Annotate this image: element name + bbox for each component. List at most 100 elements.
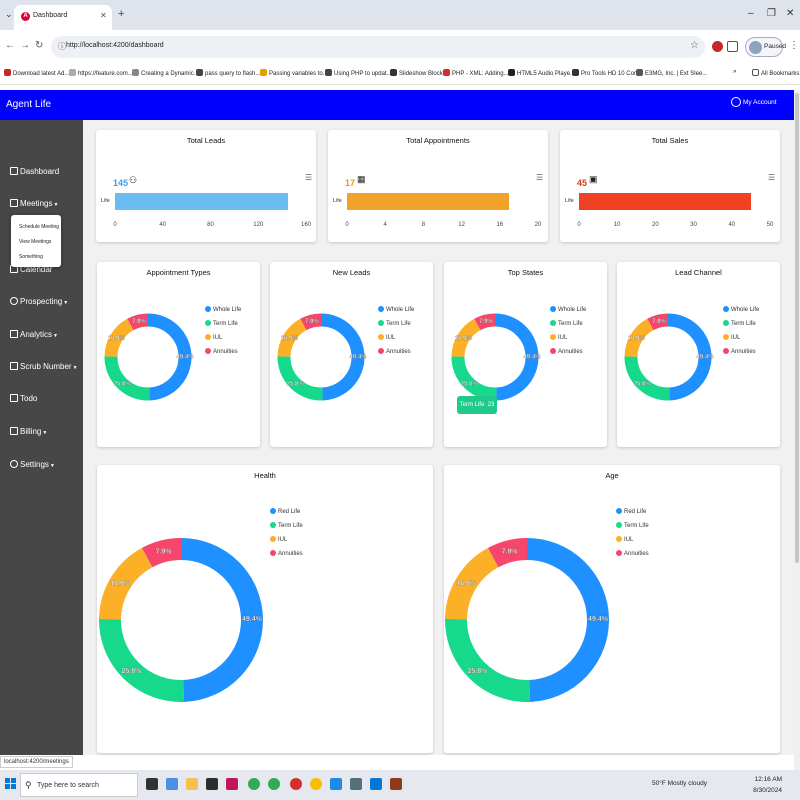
bookmark-item[interactable]: Download latest Ad...: [4, 69, 69, 77]
reload-icon[interactable]: ↻: [35, 40, 44, 51]
extensions-puzzle-icon[interactable]: [727, 41, 738, 52]
legend-item[interactable]: Red Life: [616, 508, 646, 515]
my-account-button[interactable]: My Account: [731, 97, 777, 107]
kpi-bar[interactable]: [115, 193, 289, 210]
sidebar-item-analytics[interactable]: Analytics▼: [10, 330, 58, 339]
bookmark-item[interactable]: HTML5 Audio Playe...: [508, 69, 575, 77]
sidebar-item-prospecting[interactable]: Prospecting▼: [10, 297, 68, 306]
sidebar-item-todo[interactable]: Todo: [10, 394, 37, 403]
bookmark-item[interactable]: Passing variables to...: [260, 69, 328, 77]
legend-item[interactable]: Term Life: [550, 320, 583, 327]
legend-item[interactable]: Term Life: [378, 320, 411, 327]
bookmark-item[interactable]: E3MG, Inc. | Ext Slee...: [636, 69, 707, 77]
vscode-icon[interactable]: [370, 778, 382, 790]
chart-menu-icon[interactable]: ☰: [305, 173, 313, 182]
donut-slice[interactable]: [445, 618, 531, 702]
legend-item[interactable]: Annuities: [270, 550, 303, 557]
forward-icon[interactable]: →: [20, 40, 30, 51]
opera-icon[interactable]: [290, 778, 302, 790]
bookmark-item[interactable]: Pro Tools HD 10 Cor...: [572, 69, 641, 77]
legend-item[interactable]: IUL: [723, 334, 740, 341]
bookmark-item[interactable]: Creating a Dynamic...: [132, 69, 199, 77]
donut-slice[interactable]: [147, 313, 192, 401]
clock[interactable]: 12:16 AM 8/30/2024: [752, 774, 782, 796]
donut-slice[interactable]: [451, 318, 481, 358]
app-icon[interactable]: [350, 778, 362, 790]
donut-slice[interactable]: [141, 538, 182, 568]
bookmark-item[interactable]: https://feature.com...: [69, 69, 133, 77]
donut-slice[interactable]: [487, 538, 528, 568]
donut-slice[interactable]: [99, 618, 185, 702]
legend-item[interactable]: IUL: [205, 334, 222, 341]
app-icon[interactable]: [226, 778, 238, 790]
weather-widget[interactable]: 50°F Mostly cloudy: [652, 780, 707, 787]
new-tab-icon[interactable]: +: [118, 8, 125, 20]
sidebar-item-meetings[interactable]: Meetings▼: [10, 199, 58, 208]
all-bookmarks[interactable]: All Bookmarks: [752, 69, 799, 77]
donut-slice[interactable]: [127, 313, 149, 331]
legend-item[interactable]: Whole Life: [723, 306, 759, 313]
legend-item[interactable]: Whole Life: [378, 306, 414, 313]
legend-item[interactable]: Annuities: [723, 348, 756, 355]
app-icon[interactable]: [390, 778, 402, 790]
chrome-icon[interactable]: [248, 778, 260, 790]
bookmark-item[interactable]: PHP - XML: Adding...: [443, 69, 509, 77]
bookmark-item[interactable]: pass query to flash...: [196, 69, 260, 77]
legend-item[interactable]: Term Life: [270, 522, 303, 529]
donut-slice[interactable]: [624, 356, 670, 401]
windows-start-icon[interactable]: [5, 778, 17, 790]
sidebar-item-billing[interactable]: Billing▼: [10, 427, 47, 436]
browser-tab[interactable]: A Dashboard ✕: [14, 5, 112, 30]
file-explorer-icon[interactable]: [186, 778, 198, 790]
donut-slice[interactable]: [624, 318, 654, 358]
donut-slice[interactable]: [667, 313, 712, 401]
site-info-icon[interactable]: ⓘ: [58, 42, 66, 51]
dropdown-item-view-meetings[interactable]: View Meetings: [19, 239, 52, 245]
dropdown-item-schedule-meeting[interactable]: Schedule Meeting: [19, 224, 60, 230]
bookmarks-overflow-icon[interactable]: »: [733, 69, 737, 75]
donut-slice[interactable]: [474, 313, 496, 331]
kpi-bar[interactable]: [579, 193, 751, 210]
bookmark-item[interactable]: Slideshow Blocks: [390, 69, 446, 77]
profile-button[interactable]: Paused: [745, 37, 786, 57]
legend-item[interactable]: Whole Life: [205, 306, 241, 313]
sidebar-item-dashboard[interactable]: Dashboard: [10, 167, 59, 176]
legend-item[interactable]: Term Life: [205, 320, 238, 327]
chrome-icon[interactable]: [268, 778, 280, 790]
restore-icon[interactable]: ❐: [767, 8, 776, 19]
scrollbar-thumb[interactable]: [795, 93, 799, 563]
chrome-canary-icon[interactable]: [310, 778, 322, 790]
legend-item[interactable]: IUL: [616, 536, 633, 543]
legend-item[interactable]: Red Life: [270, 508, 300, 515]
donut-slice[interactable]: [647, 313, 669, 331]
bookmark-star-icon[interactable]: ☆: [690, 40, 699, 51]
donut-slice[interactable]: [320, 313, 365, 401]
donut-slice[interactable]: [277, 318, 307, 358]
legend-item[interactable]: Term Life: [723, 320, 756, 327]
legend-item[interactable]: IUL: [270, 536, 287, 543]
legend-item[interactable]: IUL: [550, 334, 567, 341]
legend-item[interactable]: Whole Life: [550, 306, 586, 313]
kpi-bar[interactable]: [347, 193, 510, 210]
window-close-icon[interactable]: ✕: [786, 8, 795, 19]
chart-menu-icon[interactable]: ☰: [768, 173, 776, 182]
app-title[interactable]: Agent Life: [6, 99, 52, 110]
donut-slice[interactable]: [494, 313, 539, 401]
donut-slice[interactable]: [277, 356, 323, 401]
extension-icon[interactable]: [712, 41, 723, 52]
sidebar-item-scrub-number[interactable]: Scrub Number▼: [10, 362, 78, 371]
dropdown-item-something[interactable]: Something: [19, 254, 43, 260]
donut-slice[interactable]: [451, 356, 497, 401]
legend-item[interactable]: Annuities: [616, 550, 649, 557]
donut-slice[interactable]: [104, 318, 134, 358]
back-icon[interactable]: ←: [5, 40, 15, 51]
app-icon[interactable]: [330, 778, 342, 790]
tab-close-icon[interactable]: ✕: [100, 11, 107, 20]
donut-slice[interactable]: [300, 313, 322, 331]
tab-search-chevron-icon[interactable]: ⌄: [5, 9, 13, 19]
url-bar[interactable]: ⓘ http://localhost:4200/dashboard ☆: [51, 36, 705, 58]
donut-slice[interactable]: [180, 538, 263, 702]
app-icon[interactable]: [206, 778, 218, 790]
bookmark-item[interactable]: Using PHP to updat...: [325, 69, 392, 77]
donut-slice[interactable]: [104, 356, 150, 401]
